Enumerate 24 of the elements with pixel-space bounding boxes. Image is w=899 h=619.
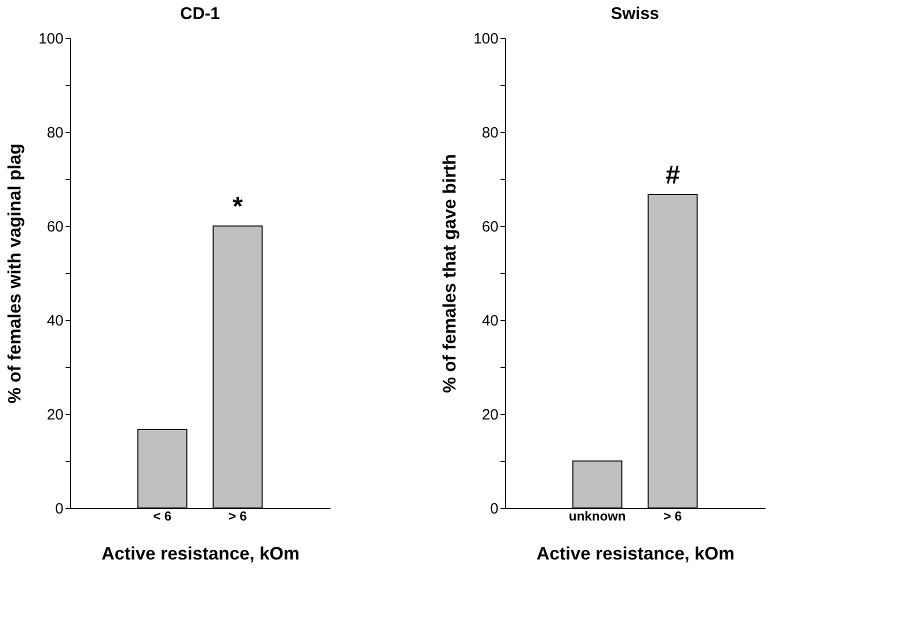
y-tick-label: 20 <box>46 406 64 424</box>
y-tick-label: 0 <box>490 500 498 518</box>
y-tick-label: 100 <box>38 30 64 48</box>
x-axis-title: Active resistance, kOm <box>101 544 300 564</box>
x-tick-label: unknown <box>568 508 626 524</box>
y-tick-label: 0 <box>55 500 64 518</box>
y-axis-title: % of females that gave birth <box>439 154 460 394</box>
x-axis-title: Active resistance, kOm <box>536 544 735 564</box>
annotation: # <box>665 160 680 190</box>
x-tick-label: > 6 <box>663 508 682 524</box>
y-tick-label: 100 <box>473 30 498 48</box>
chart-title: CD-1 <box>180 4 220 23</box>
y-tick-label: 40 <box>482 312 498 330</box>
x-tick-label: < 6 <box>153 508 172 524</box>
y-axis-title: % of females with vaginal plag <box>4 143 24 404</box>
y-tick-label: 60 <box>46 218 64 236</box>
annotation: * <box>232 191 244 221</box>
y-tick-label: 40 <box>46 312 64 330</box>
x-tick-label: > 6 <box>228 508 247 524</box>
y-tick-label: 80 <box>482 124 498 142</box>
y-tick-label: 60 <box>482 218 498 236</box>
y-tick-label: 80 <box>46 124 64 142</box>
y-tick-label: 20 <box>482 406 498 424</box>
chart-title: Swiss <box>610 4 660 23</box>
